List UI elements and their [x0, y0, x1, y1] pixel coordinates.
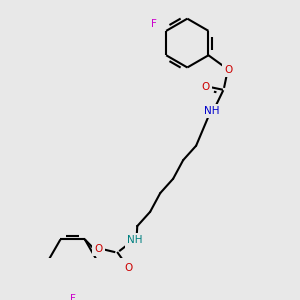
Text: O: O: [224, 64, 233, 75]
Text: F: F: [151, 19, 157, 29]
Text: O: O: [124, 263, 133, 273]
Text: NH: NH: [204, 106, 219, 116]
Text: O: O: [94, 244, 103, 254]
Text: NH: NH: [127, 236, 142, 245]
Text: F: F: [70, 294, 76, 300]
Text: O: O: [202, 82, 210, 92]
